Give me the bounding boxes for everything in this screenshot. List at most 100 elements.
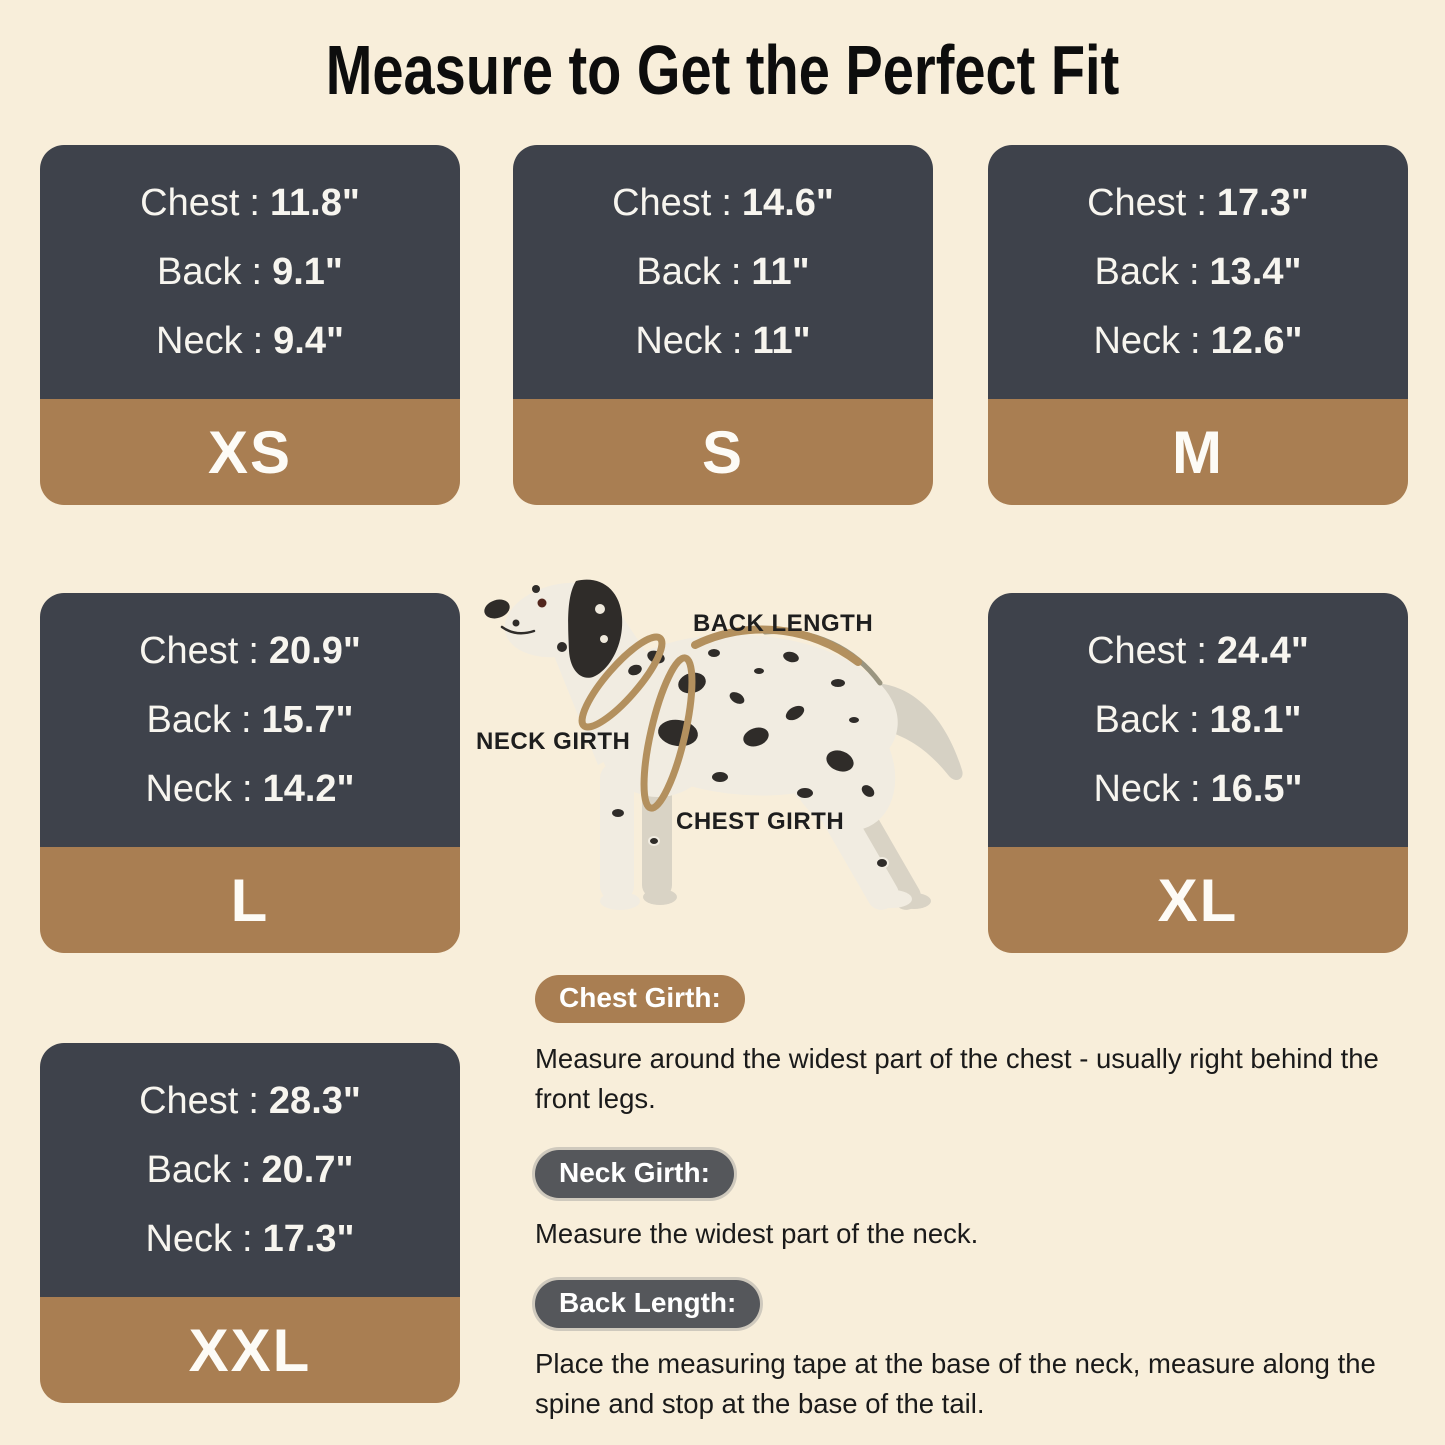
row-label: Neck [635,320,722,362]
measurements-panel: Chest:28.3" Back:20.7" Neck:17.3" [40,1043,460,1297]
row-label: Chest [1087,182,1187,224]
neck-row: Neck:14.2" [145,770,354,808]
chest-row: Chest:14.6" [612,184,834,222]
row-separator: : [240,699,252,741]
row-value: 18.1" [1209,699,1302,741]
dog-illustration [484,579,963,910]
row-label: Neck [156,320,243,362]
row-label: Neck [1093,320,1181,362]
row-separator: : [730,251,742,293]
row-label: Neck [145,1218,233,1260]
size-label: XS [207,418,293,486]
size-label: XL [1157,866,1239,934]
chest-row: Chest:24.4" [1087,632,1309,670]
row-value: 17.3" [1216,182,1309,224]
row-value: 14.2" [262,768,355,810]
row-value: 13.4" [1209,251,1302,293]
row-label: Chest [612,182,712,224]
row-separator: : [251,251,263,293]
size-band: L [40,847,460,953]
size-card-m: Chest:17.3" Back:13.4" Neck:12.6" M [988,145,1408,505]
row-value: 11" [752,320,811,362]
size-band: XS [40,399,460,505]
size-card-s: Chest:14.6" Back:11" Neck:11" S [513,145,933,505]
neck-girth-description: Measure the widest part of the neck. [535,1218,979,1249]
chest-row: Chest:17.3" [1087,184,1309,222]
chest-girth-description: Measure around the widest part of the ch… [535,1043,1379,1115]
row-separator: : [240,1149,252,1191]
chest-girth-tape [640,654,696,812]
measurements-panel: Chest:11.8" Back:9.1" Neck:9.4" [40,145,460,399]
row-value: 17.3" [262,1218,355,1260]
row-label: Chest [1087,630,1187,672]
instruction-neck-girth: Neck Girth: Measure the widest part of t… [535,1150,1435,1254]
row-label: Back [157,251,242,293]
measurements-panel: Chest:24.4" Back:18.1" Neck:16.5" [988,593,1408,847]
row-separator: : [1190,768,1201,810]
neck-row: Neck:11" [635,322,810,360]
size-card-xxl: Chest:28.3" Back:20.7" Neck:17.3" XXL [40,1043,460,1403]
size-label: S [701,418,745,486]
measurements-panel: Chest:17.3" Back:13.4" Neck:12.6" [988,145,1408,399]
row-separator: : [1188,251,1200,293]
back-length-description: Place the measuring tape at the base of … [535,1348,1376,1420]
row-value: 9.4" [273,320,344,362]
chest-row: Chest:20.9" [139,632,361,670]
row-value: 20.7" [261,1149,354,1191]
back-row: Back:13.4" [1094,253,1301,291]
dog-diagram [450,565,980,925]
row-value: 11" [751,251,810,293]
row-separator: : [1196,630,1207,672]
row-label: Back [1094,699,1179,741]
size-label: XXL [188,1316,312,1384]
size-card-xl: Chest:24.4" Back:18.1" Neck:16.5" XL [988,593,1408,953]
row-separator: : [249,182,260,224]
row-label: Chest [139,630,239,672]
measurements-panel: Chest:20.9" Back:15.7" Neck:14.2" [40,593,460,847]
row-separator: : [731,320,743,362]
instruction-back-length: Back Length: Place the measuring tape at… [535,1280,1435,1425]
dog-face [484,585,567,652]
back-row: Back:9.1" [157,253,343,291]
row-label: Chest [140,182,240,224]
dog-ear [568,579,623,678]
neck-row: Neck:17.3" [145,1220,354,1258]
row-label: Back [1094,251,1179,293]
back-row: Back:20.7" [146,1151,353,1189]
row-separator: : [248,630,259,672]
row-value: 11.8" [269,182,360,224]
row-value: 28.3" [268,1080,361,1122]
back-row: Back:15.7" [146,701,353,739]
size-label: L [230,866,270,934]
size-band: XXL [40,1297,460,1403]
row-separator: : [1188,699,1200,741]
row-label: Neck [1093,768,1181,810]
row-separator: : [1190,320,1201,362]
size-card-xs: Chest:11.8" Back:9.1" Neck:9.4" XS [40,145,460,505]
chest-girth-label: CHEST GIRTH [676,808,845,835]
back-row: Back:11" [636,253,809,291]
row-value: 16.5" [1210,768,1303,810]
measurements-panel: Chest:14.6" Back:11" Neck:11" [513,145,933,399]
back-length-tape [691,625,862,666]
page-title: Measure to Get the Perfect Fit [325,31,1120,109]
row-separator: : [242,768,253,810]
size-label: M [1172,418,1224,486]
chest-row: Chest:28.3" [139,1082,361,1120]
neck-row: Neck:12.6" [1093,322,1302,360]
row-value: 15.7" [261,699,354,741]
neck-row: Neck:16.5" [1093,770,1302,808]
chest-row: Chest:11.8" [140,184,360,222]
row-separator: : [252,320,264,362]
size-card-l: Chest:20.9" Back:15.7" Neck:14.2" L [40,593,460,953]
size-band: M [988,399,1408,505]
row-label: Back [636,251,721,293]
row-separator: : [242,1218,253,1260]
neck-girth-tape [578,633,666,731]
row-value: 9.1" [272,251,343,293]
row-separator: : [248,1080,259,1122]
instruction-chest-girth: Chest Girth: Measure around the widest p… [535,975,1435,1120]
neck-girth-label: NECK GIRTH [476,728,631,755]
row-label: Back [146,699,231,741]
